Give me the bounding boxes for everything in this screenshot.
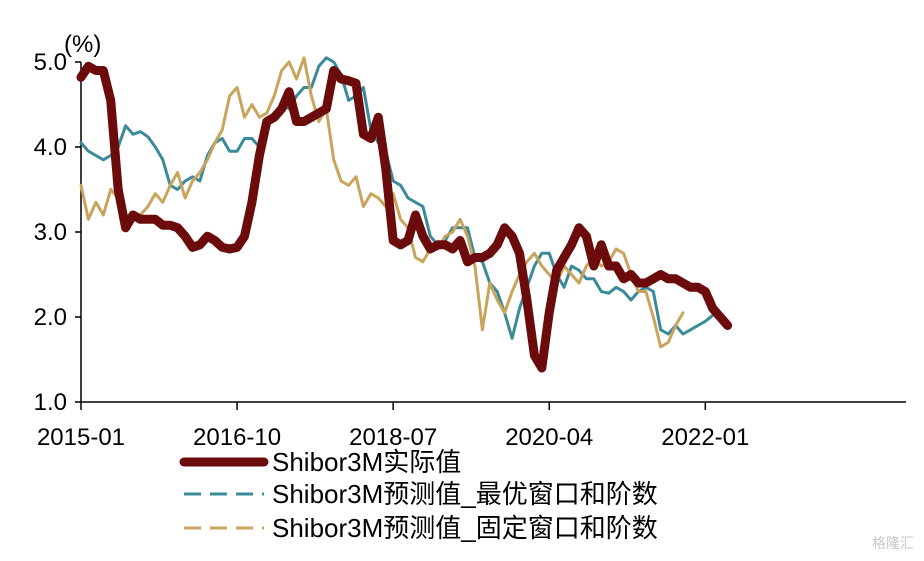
y-tick-label: 1.0 — [34, 389, 67, 416]
y-tick-label: 3.0 — [34, 219, 67, 246]
x-tick-label: 2016-10 — [193, 424, 281, 451]
y-axis-unit: (%) — [64, 31, 101, 58]
x-tick-label: 2018-07 — [349, 424, 437, 451]
plot-area: (%) 1.0 2.0 3.0 4.0 5.0 2015-01 2016-10 2018-0… — [34, 31, 906, 451]
x-tick-label: 2020-04 — [505, 424, 593, 451]
x-tick-label: 2015-01 — [37, 424, 125, 451]
x-tick-label: 2022-01 — [661, 424, 749, 451]
series-layer — [76, 56, 733, 373]
y-tick-label: 4.0 — [34, 134, 67, 161]
legend-label-1: Shibor3M预测值_最优窗口和阶数 — [272, 479, 658, 509]
y-tick-label: 2.0 — [34, 304, 67, 331]
x-axis-ticks: 2015-01 2016-10 2018-07 2020-04 2022-01 — [37, 402, 749, 451]
series-line-2 — [79, 56, 685, 349]
legend-label-0: Shibor3M实际值 — [272, 447, 461, 477]
y-axis-ticks: 1.0 2.0 3.0 4.0 5.0 — [34, 49, 81, 416]
legend-label-2: Shibor3M预测值_固定窗口和阶数 — [272, 513, 658, 543]
series-line-1 — [79, 56, 715, 340]
series-line-0 — [76, 61, 733, 373]
watermark: 格隆汇 — [872, 536, 914, 552]
y-tick-label: 5.0 — [34, 49, 67, 76]
